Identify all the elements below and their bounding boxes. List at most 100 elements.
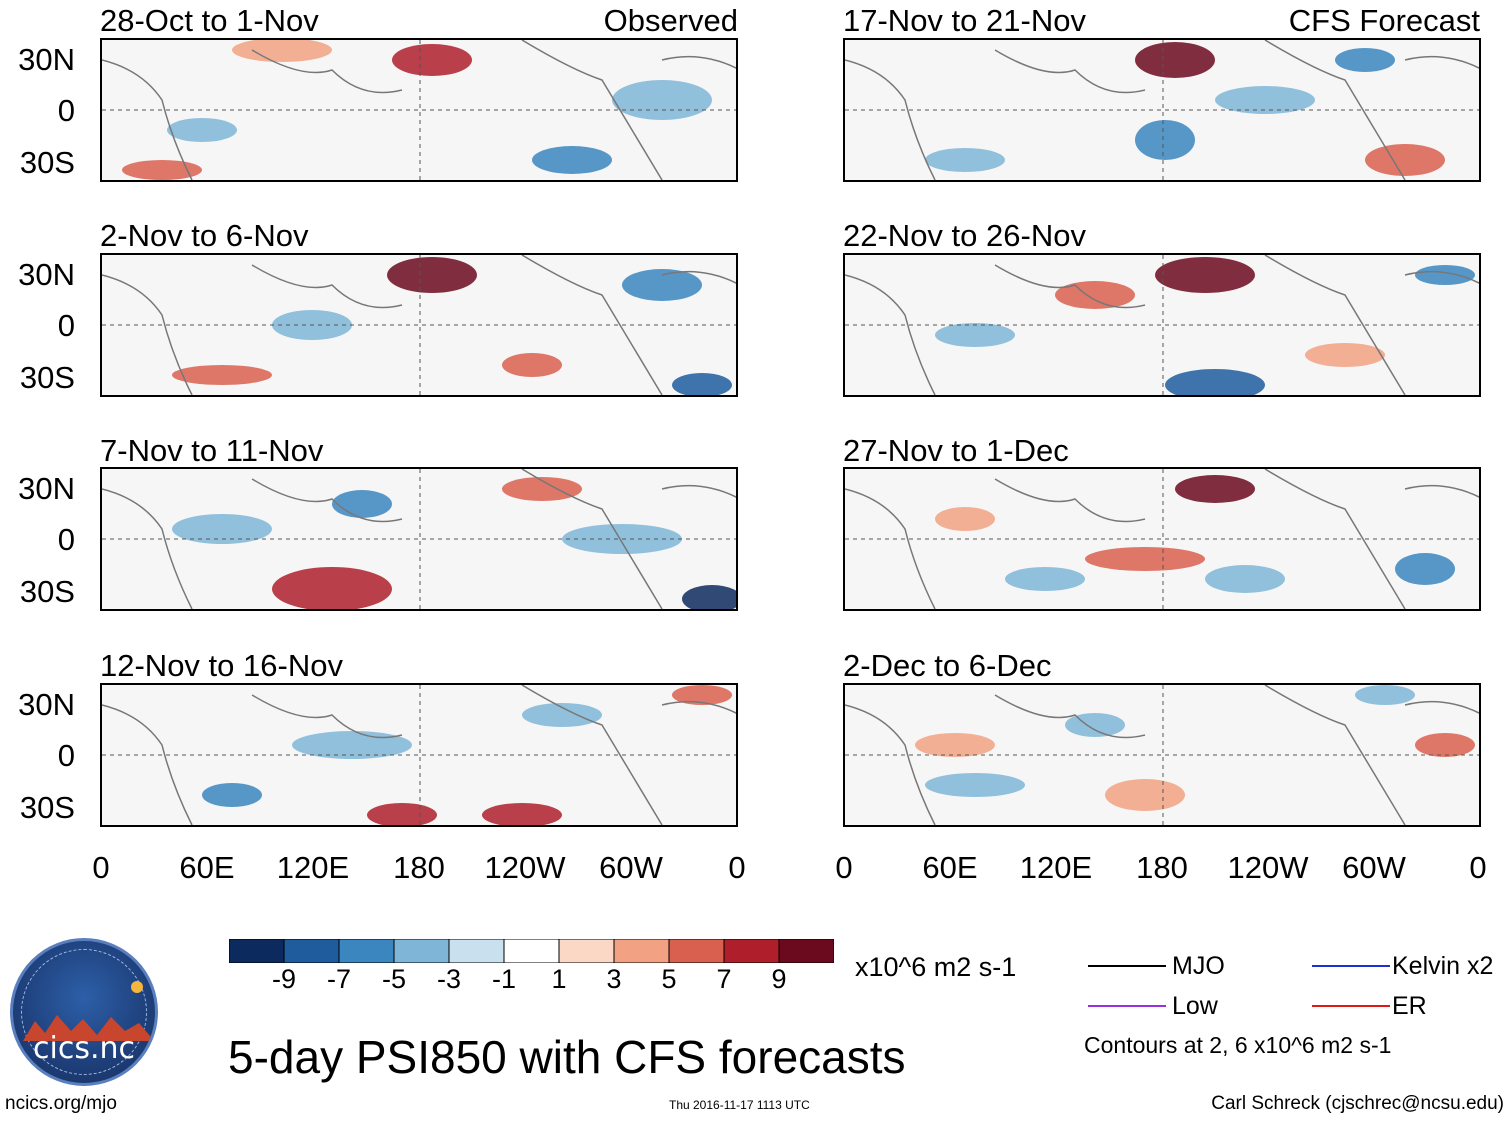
lon-label: 120W (484, 850, 566, 885)
logo-text: cics.nc (33, 1031, 135, 1066)
panel-title: 28-Oct to 1-Nov (100, 3, 319, 38)
colorbar-tick-label: -3 (436, 964, 462, 994)
coastline (845, 469, 1479, 609)
lon-label: 0 (835, 850, 853, 885)
anomaly-blob (1005, 567, 1085, 591)
panel-title: 12-Nov to 16-Nov (100, 648, 343, 683)
anomaly-blob (1355, 685, 1415, 705)
colorbar-tick-label: 5 (661, 964, 677, 994)
colorbar-tick-label: 3 (606, 964, 622, 994)
colorbar-tick-label: 9 (771, 964, 787, 994)
website-link[interactable]: ncics.org/mjo (5, 1093, 117, 1114)
colorbar-swatch (448, 939, 505, 963)
anomaly-blob (1175, 475, 1255, 503)
map-field (845, 40, 1479, 180)
lat-label-30n: 30N (18, 42, 75, 77)
legend-label-mjo: MJO (1172, 952, 1225, 980)
anomaly-blob (682, 585, 736, 609)
map-field (845, 255, 1479, 395)
anomaly-blob (502, 353, 562, 377)
legend-line-er (1312, 1005, 1390, 1007)
panel-tag: Observed (603, 3, 738, 38)
lon-label: 180 (1136, 850, 1188, 885)
anomaly-blob (172, 514, 272, 544)
anomaly-blob (1105, 779, 1185, 811)
anomaly-blob (1055, 281, 1135, 309)
panel-title: 22-Nov to 26-Nov (843, 218, 1086, 253)
panel-title: 17-Nov to 21-Nov (843, 3, 1086, 38)
anomaly-blob (1335, 48, 1395, 72)
anomaly-blob (672, 373, 732, 395)
coastline (845, 685, 1479, 825)
anomaly-blob (612, 80, 712, 120)
anomaly-blob (935, 323, 1015, 347)
map-panel (843, 467, 1481, 611)
anomaly-blob (202, 783, 262, 807)
sun-icon (131, 981, 143, 993)
colorbar-units: x10^6 m2 s-1 (855, 952, 1017, 982)
legend-label-er: ER (1392, 992, 1427, 1020)
map-field (102, 255, 736, 395)
map-panel (100, 467, 738, 611)
anomaly-blob (1135, 42, 1215, 78)
map-panel (100, 253, 738, 397)
main-title: 5-day PSI850 with CFS forecasts (228, 1031, 906, 1083)
lat-label-30n: 30N (18, 471, 75, 506)
colorbar-swatch (778, 939, 834, 963)
coastline (102, 40, 736, 180)
legend-line-mjo (1088, 965, 1166, 967)
logo-ring (21, 949, 147, 1075)
anomaly-blob (1135, 120, 1195, 160)
lat-label-0: 0 (57, 308, 75, 343)
lat-label-0: 0 (57, 93, 75, 128)
lon-label: 60W (599, 850, 663, 885)
legend-label-kelvin: Kelvin x2 (1392, 952, 1494, 980)
anomaly-blob (925, 148, 1005, 172)
coastline (102, 685, 736, 825)
coastline (845, 255, 1479, 395)
anomaly-blob (392, 44, 472, 76)
lon-label: 0 (92, 850, 110, 885)
colorbar-swatch (338, 939, 395, 963)
anomaly-blob (672, 685, 732, 705)
anomaly-blob (522, 703, 602, 727)
colorbar-swatch (283, 939, 340, 963)
colorbar-swatch (393, 939, 450, 963)
anomaly-blob (1415, 733, 1475, 757)
anomaly-blob (387, 257, 477, 293)
anomaly-blob (1365, 144, 1445, 176)
anomaly-blob (502, 477, 582, 501)
colorbar-swatch (613, 939, 670, 963)
colorbar-swatch (558, 939, 615, 963)
anomaly-blob (1065, 713, 1125, 737)
colorbar-tick-label: -1 (491, 964, 517, 994)
panel-tag: CFS Forecast (1288, 3, 1480, 38)
anomaly-blob (122, 160, 202, 180)
anomaly-blob (332, 490, 392, 518)
map-panel (843, 38, 1481, 182)
colorbar-tick-label: -7 (326, 964, 352, 994)
anomaly-blob (1085, 547, 1205, 571)
anomaly-blob (1395, 553, 1455, 585)
colorbar-swatches (229, 939, 834, 963)
anomaly-blob (925, 773, 1025, 797)
legend-label-low: Low (1172, 992, 1218, 1020)
map-panel (100, 38, 738, 182)
legend-line-low (1088, 1005, 1166, 1007)
map-field (102, 469, 736, 609)
anomaly-blob (172, 365, 272, 385)
colorbar-tick-label: -9 (271, 964, 297, 994)
lat-label-0: 0 (57, 522, 75, 557)
coastline (102, 469, 736, 609)
map-panel (843, 683, 1481, 827)
anomaly-blob (1305, 343, 1385, 367)
anomaly-blob (1165, 369, 1265, 395)
lon-label: 180 (393, 850, 445, 885)
lon-label: 0 (1469, 850, 1487, 885)
lon-label: 120W (1227, 850, 1309, 885)
colorbar-swatch (668, 939, 725, 963)
mountain-icon (23, 1015, 151, 1041)
anomaly-blob (482, 803, 562, 825)
map-panel (843, 253, 1481, 397)
anomaly-blob (367, 803, 437, 825)
